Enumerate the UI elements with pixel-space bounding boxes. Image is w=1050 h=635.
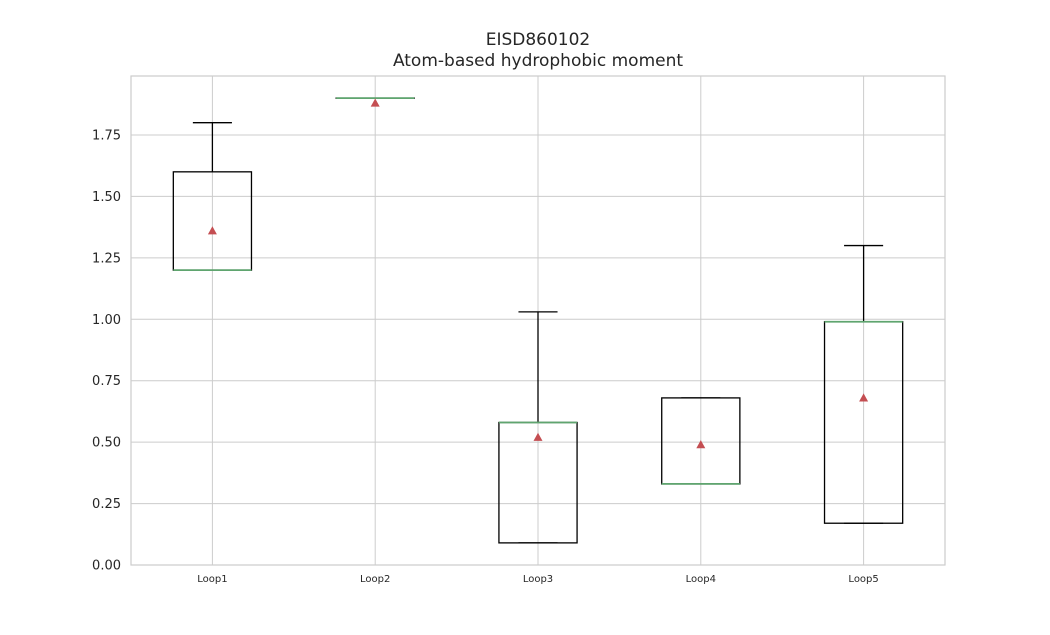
- y-tick-label: 1.50: [92, 190, 121, 205]
- chart-subtitle: Atom-based hydrophobic moment: [392, 51, 684, 71]
- mean-marker: [370, 98, 380, 107]
- y-tick-label: 0.75: [92, 374, 121, 389]
- box-loop2: [335, 97, 415, 107]
- x-tick-label: Loop4: [686, 574, 716, 585]
- box-loop4: [661, 397, 741, 485]
- y-tick-labels: 0.00 0.25 0.50 0.75 1.00 1.25 1.50 1.75: [92, 128, 121, 573]
- mean-marker: [696, 440, 706, 449]
- x-tick-label: Loop2: [360, 574, 390, 585]
- y-tick-label: 1.25: [92, 251, 121, 266]
- x-tick-label: Loop1: [197, 574, 227, 585]
- mean-marker: [207, 226, 217, 235]
- box-loop5: [823, 244, 904, 524]
- y-tick-label: 0.25: [92, 497, 121, 512]
- y-tick-label: 0.50: [92, 436, 121, 451]
- y-tick-label: 1.00: [92, 313, 121, 328]
- mean-marker: [533, 432, 543, 441]
- plot-frame: [130, 75, 946, 566]
- box-layer: [172, 97, 904, 544]
- x-tick-labels: Loop1 Loop2 Loop3 Loop4 Loop5: [197, 574, 879, 585]
- x-tick-label: Loop3: [523, 574, 553, 585]
- chart-title-block: EISD860102 Atom-based hydrophobic moment: [131, 30, 945, 72]
- box-loop1: [172, 122, 253, 272]
- mean-marker: [859, 393, 869, 402]
- chart-title: EISD860102: [485, 30, 591, 50]
- box-loop3: [498, 311, 578, 544]
- y-tick-label: 0.00: [92, 559, 121, 574]
- x-tick-label: Loop5: [848, 574, 878, 585]
- y-tick-label: 1.75: [92, 128, 121, 143]
